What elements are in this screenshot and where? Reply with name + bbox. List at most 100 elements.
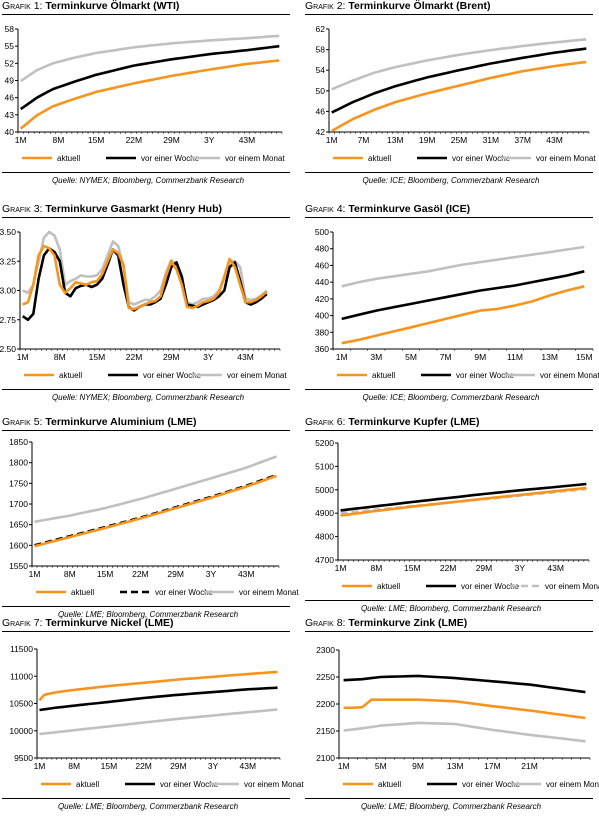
panel-title: Grafik 2: Terminkurve Ölmarkt (Brent) <box>305 0 491 12</box>
series-line <box>341 270 585 321</box>
y-tick-label: 43 <box>5 110 15 120</box>
x-tick-label: 29M <box>476 563 493 573</box>
y-tick-label: 3.00 <box>0 286 16 296</box>
panel-title-prefix: Grafik 5: <box>2 416 46 428</box>
y-tick-label: 62 <box>316 24 326 34</box>
panel-title-prefix: Grafik 7: <box>2 617 46 629</box>
y-tick-label: 1850 <box>9 437 28 447</box>
y-tick-label: 2.75 <box>0 315 16 325</box>
x-tick-label: 3M <box>370 352 382 362</box>
y-tick-label: 380 <box>315 327 329 337</box>
x-tick-label: 3Y <box>204 135 215 145</box>
y-tick-label: 1700 <box>9 499 28 509</box>
x-tick-label: 19M <box>419 135 436 145</box>
x-tick-label: 3Y <box>203 352 214 362</box>
chart-panel-brent: Grafik 2: Terminkurve Ölmarkt (Brent) 42 4… <box>303 0 599 202</box>
y-tick-label: 2300 <box>316 645 335 655</box>
y-tick-label: 55 <box>5 41 15 51</box>
x-tick-label: 8M <box>68 761 80 771</box>
y-tick-label: 1800 <box>9 458 28 468</box>
y-tick-label: 10500 <box>9 699 33 709</box>
panel-title-text: Terminkurve Gasöl (ICE) <box>348 203 471 215</box>
y-tick-label: 480 <box>315 244 329 254</box>
source-rule <box>2 606 290 607</box>
legend-label: vor einer Woche <box>462 780 521 789</box>
panel-title-prefix: Grafik 6: <box>305 416 349 428</box>
chart-panel-aluminium: Grafik 5: Terminkurve Aluminium (LME) 155… <box>0 416 299 619</box>
x-tick-label: 29M <box>167 569 184 579</box>
series-line <box>34 474 277 548</box>
x-tick-label: 13M <box>541 352 558 362</box>
legend-label: vor einem Monat <box>536 154 596 163</box>
legend-label: aktuell <box>372 371 395 380</box>
x-tick-label: 21M <box>521 761 538 771</box>
legend-label: aktuell <box>71 588 94 597</box>
line-chart: 42 46 50 54 58 62 1M 7M 13M 19M 25M 31M 37M 43M aktuel… <box>316 24 597 163</box>
y-tick-label: 460 <box>315 260 329 270</box>
y-tick-label: 440 <box>315 277 329 287</box>
y-tick-label: 420 <box>315 294 329 304</box>
x-tick-label: 9M <box>412 761 424 771</box>
title-rule <box>2 430 290 431</box>
x-tick-label: 8M <box>54 352 66 362</box>
x-tick-label: 3Y <box>515 563 526 573</box>
x-tick-label: 43M <box>238 569 255 579</box>
x-tick-label: 29M <box>163 135 180 145</box>
source-rule <box>305 600 593 601</box>
line-chart: 1550 1600 1650 1700 1750 1800 1850 1M 8M 15M 22M 29… <box>9 437 299 597</box>
legend-label: aktuell <box>378 780 401 789</box>
legend-label: vor einem Monat <box>545 582 599 591</box>
series-line <box>22 244 268 311</box>
y-tick-label: 11000 <box>10 671 33 681</box>
y-tick-label: 500 <box>315 227 329 237</box>
series-line <box>340 486 587 517</box>
legend-label: vor einem Monat <box>239 588 299 597</box>
x-tick-label: 25M <box>451 135 468 145</box>
y-tick-label: 1550 <box>9 561 28 571</box>
x-tick-label: 22M <box>132 569 149 579</box>
chart-panel-gasoel: Grafik 4: Terminkurve Gasöl (ICE) 360 380 4… <box>303 203 599 405</box>
y-tick-label: 2200 <box>316 699 335 709</box>
source-rule <box>2 389 290 390</box>
x-tick-label: 22M <box>440 563 457 573</box>
chart-panel-zink: Grafik 8: Terminkurve Zink (LME) 2100 2150… <box>303 617 599 819</box>
y-tick-label: 40 <box>5 127 15 137</box>
x-tick-label: 5M <box>375 761 387 771</box>
chart-panel-wti: Grafik 1: Terminkurve Ölmarkt (WTI) 40 43 4… <box>0 0 296 202</box>
series-line <box>38 670 278 702</box>
legend-label: vor einer Woche <box>141 154 200 163</box>
source-note: Quelle: LME; Bloomberg, Commerzbank Rese… <box>57 802 239 811</box>
series-line <box>19 34 280 83</box>
title-rule <box>2 217 290 218</box>
y-tick-label: 2.50 <box>0 344 16 354</box>
x-tick-label: 22M <box>126 135 143 145</box>
y-tick-label: 4700 <box>315 555 334 565</box>
y-tick-label: 50 <box>316 86 326 96</box>
x-tick-label: 13M <box>387 135 404 145</box>
y-tick-label: 3.25 <box>0 256 16 266</box>
x-tick-label: 8M <box>64 569 76 579</box>
panel-title-text: Terminkurve Zink (LME) <box>348 617 468 629</box>
legend-label: aktuell <box>59 371 82 380</box>
source-rule <box>2 172 290 173</box>
source-note: Quelle: ICE; Bloomberg, Commerzbank Rese… <box>362 393 540 402</box>
source-note: Quelle: NYMEX; Bloomberg, Commerzbank Re… <box>51 176 245 185</box>
panel-title-prefix: Grafik 2: <box>305 0 349 12</box>
y-tick-label: 46 <box>316 106 326 116</box>
y-tick-label: 5000 <box>315 485 334 495</box>
series-line <box>341 285 585 345</box>
x-tick-label: 1M <box>335 563 347 573</box>
x-tick-label: 9M <box>474 352 486 362</box>
panel-title-prefix: Grafik 4: <box>305 203 349 215</box>
panel-title-text: Terminkurve Ölmarkt (Brent) <box>348 0 491 12</box>
x-tick-label: 29M <box>170 761 187 771</box>
series-line <box>343 698 586 720</box>
panel-title: Grafik 1: Terminkurve Ölmarkt (WTI) <box>2 0 179 12</box>
legend-label: vor einer Woche <box>456 371 515 380</box>
x-tick-label: 43M <box>239 761 256 771</box>
title-rule <box>305 217 593 218</box>
y-tick-label: 11500 <box>10 644 33 654</box>
series-line <box>39 686 278 712</box>
y-tick-label: 9500 <box>14 753 33 763</box>
x-tick-label: 43M <box>546 135 563 145</box>
